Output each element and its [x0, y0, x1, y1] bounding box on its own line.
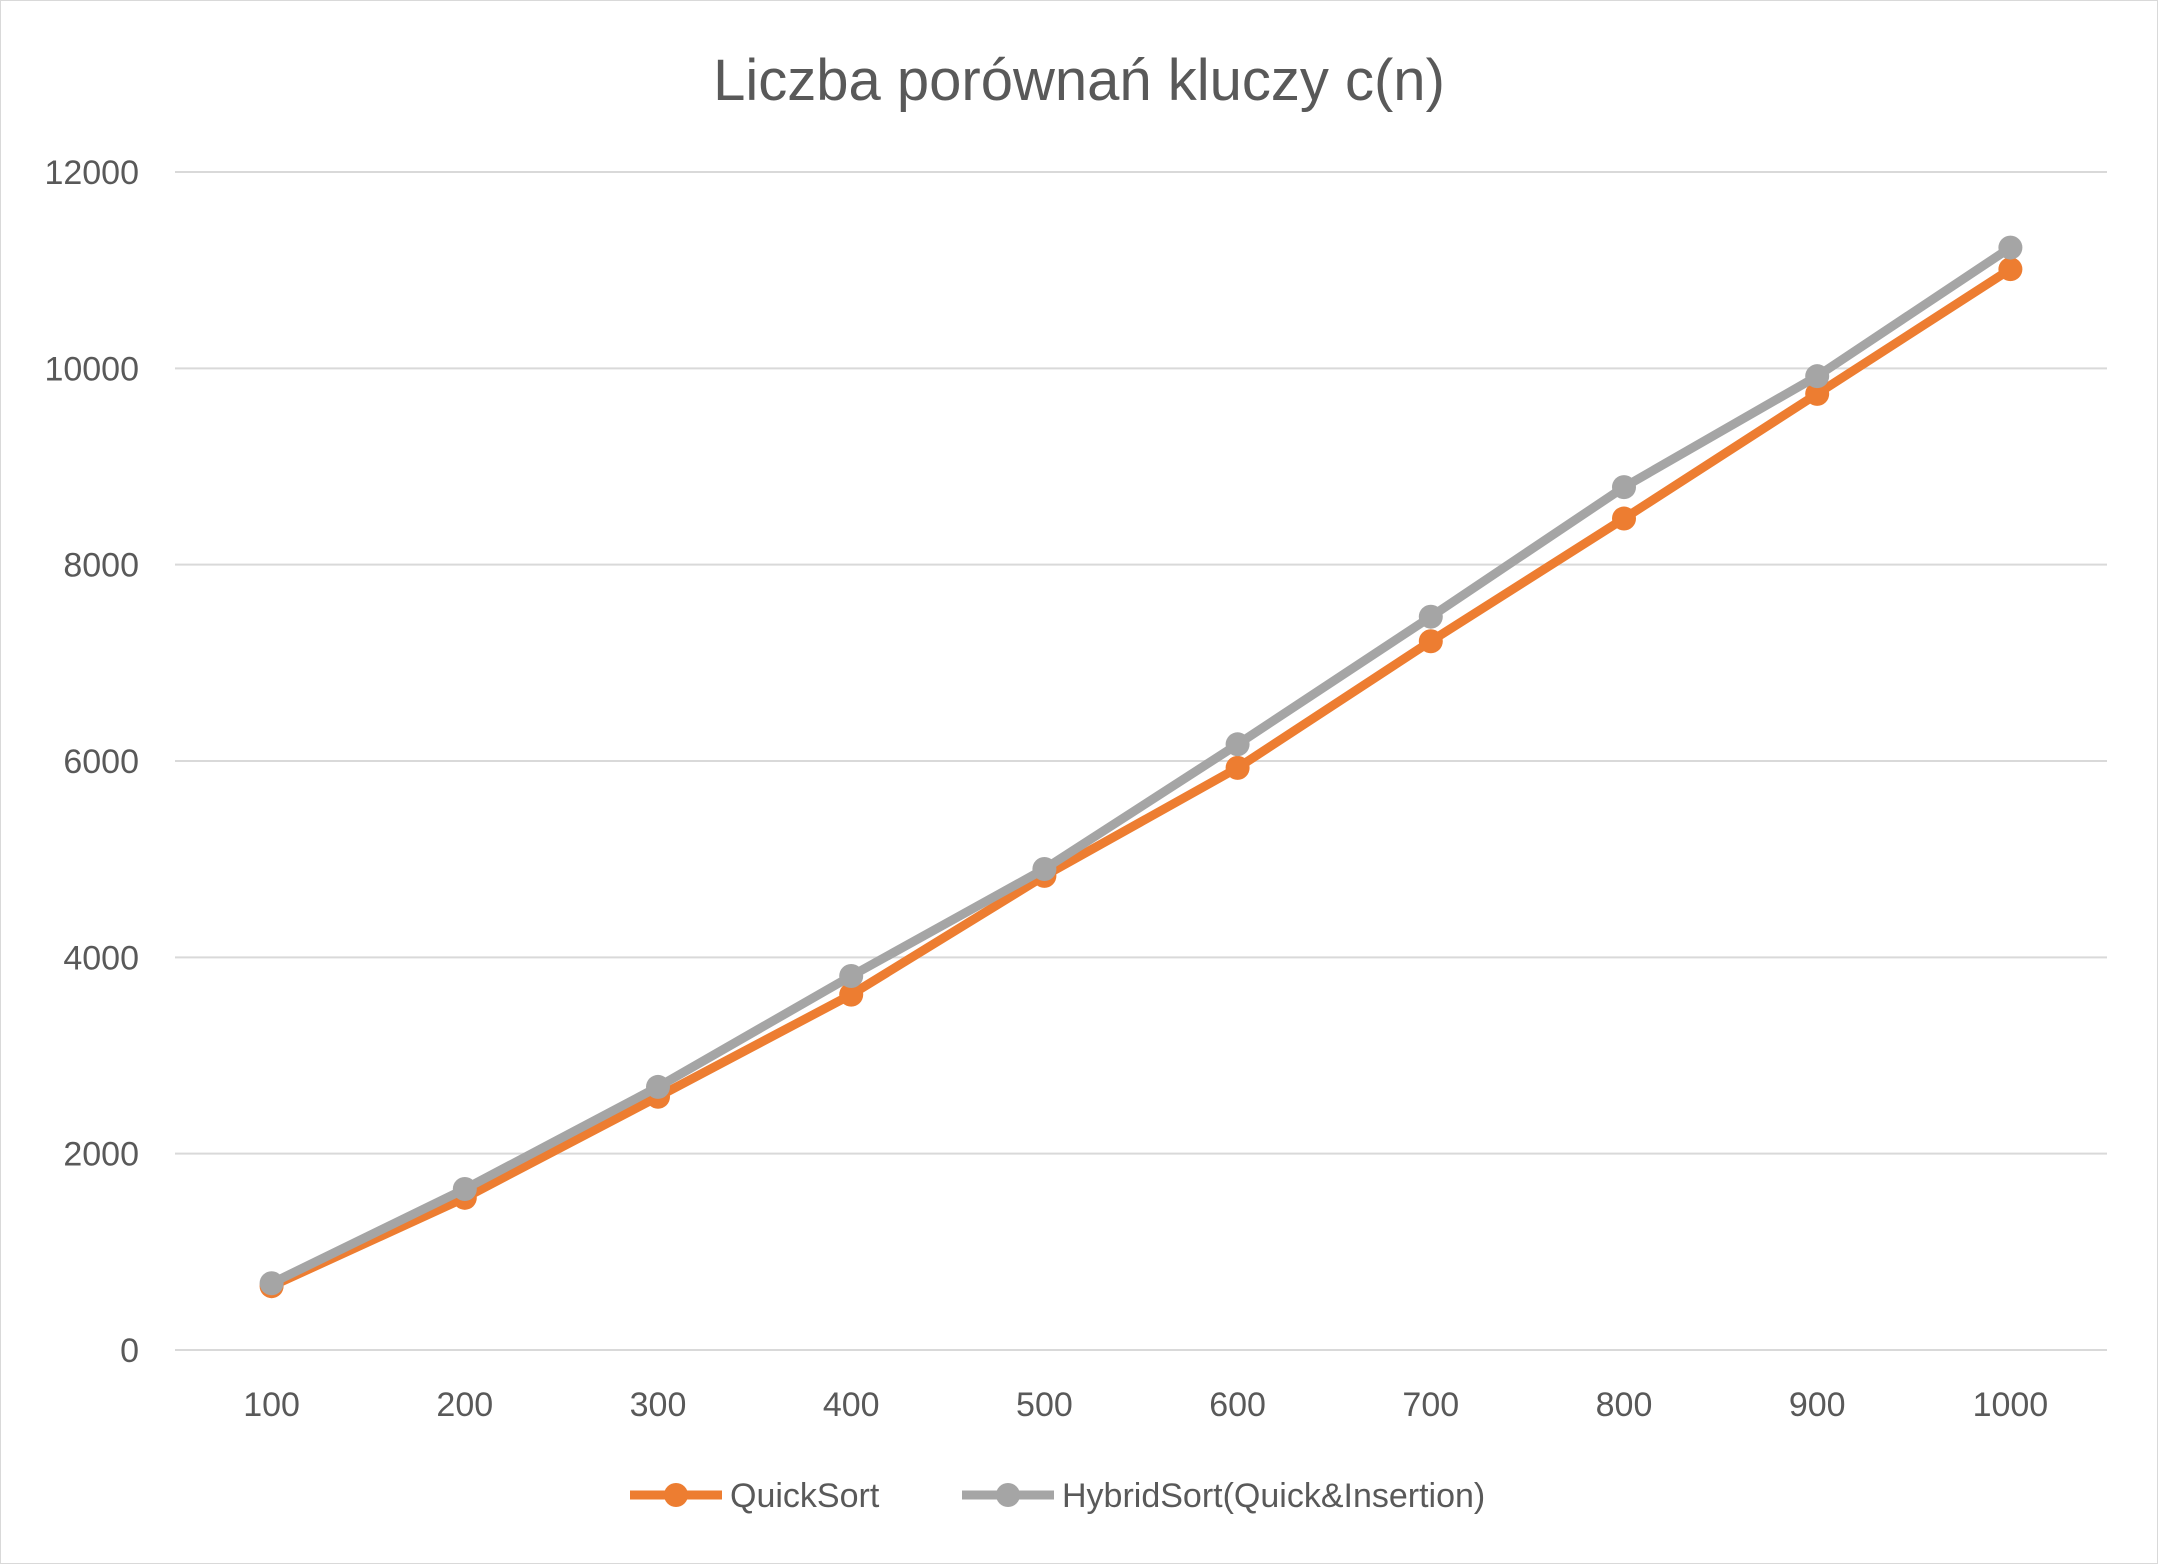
data-point: [1032, 856, 1057, 881]
y-tick-label: 6000: [63, 743, 139, 781]
legend-item: HybridSort(Quick&Insertion): [962, 1477, 1485, 1515]
x-tick-label: 800: [1596, 1386, 1653, 1424]
y-tick-label: 4000: [63, 939, 139, 977]
x-tick-label: 200: [436, 1386, 493, 1424]
data-point: [1612, 506, 1636, 531]
gridlines: [175, 171, 2107, 1351]
y-axis-ticks: 0 2000 4000 6000 8000 10000 12000: [44, 154, 139, 1370]
legend-label: HybridSort(Quick&Insertion): [1062, 1477, 1485, 1515]
series-line: [267, 264, 2015, 1291]
data-point: [839, 982, 864, 1007]
data-point: [1225, 755, 1250, 780]
series-hybridsort: [259, 235, 2023, 1296]
x-tick-label: 900: [1789, 1386, 1846, 1424]
x-tick-label: 300: [630, 1386, 687, 1424]
data-point: [646, 1074, 670, 1099]
series-layer: [259, 235, 2023, 1299]
data-point: [1418, 629, 1443, 654]
data-point: [1998, 257, 2023, 282]
data-point: [1998, 235, 2023, 260]
data-point: [839, 963, 864, 988]
x-tick-label: 1000: [1973, 1386, 2049, 1424]
data-point: [452, 1177, 477, 1202]
data-point: [1612, 475, 1636, 500]
y-tick-label: 2000: [63, 1136, 139, 1174]
x-axis-ticks: 100 200 300 400 500 600 700 800 900 1000: [243, 1386, 2048, 1424]
x-tick-label: 400: [823, 1386, 880, 1424]
data-point: [1418, 604, 1443, 629]
series-line: [267, 243, 2015, 1288]
legend-label: QuickSort: [730, 1477, 880, 1515]
data-point: [1225, 732, 1250, 757]
y-tick-label: 10000: [44, 350, 139, 388]
data-point: [1805, 381, 1830, 406]
data-point: [1805, 364, 1830, 389]
legend: QuickSort HybridSort(Quick&Insertion): [630, 1477, 1485, 1515]
x-tick-label: 100: [243, 1386, 300, 1424]
legend-marker: [996, 1483, 1020, 1507]
legend-item: QuickSort: [630, 1477, 880, 1515]
y-tick-label: 8000: [63, 547, 139, 585]
data-point: [259, 1271, 284, 1296]
y-tick-label: 0: [120, 1332, 139, 1370]
x-tick-label: 600: [1209, 1386, 1266, 1424]
legend-marker: [664, 1483, 688, 1507]
y-tick-label: 12000: [44, 154, 139, 192]
x-tick-label: 700: [1402, 1386, 1459, 1424]
chart-title: Liczba porównań kluczy c(n): [713, 48, 1445, 113]
x-tick-label: 500: [1016, 1386, 1073, 1424]
